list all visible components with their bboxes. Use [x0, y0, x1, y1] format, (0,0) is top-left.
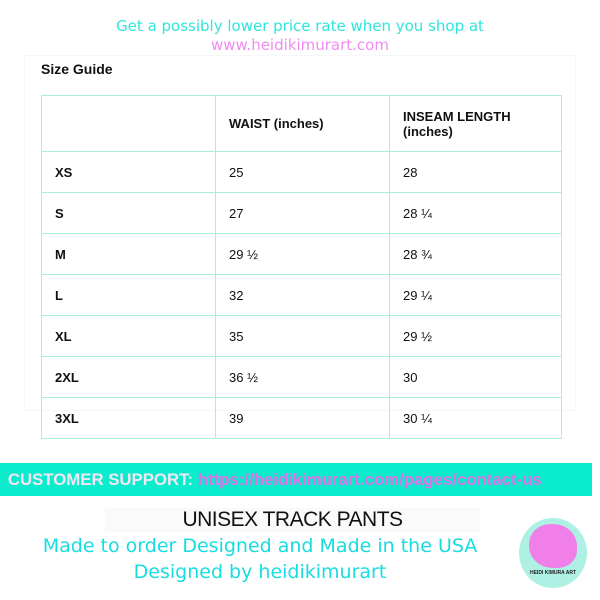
customer-support-banner: CUSTOMER SUPPORT: https://heidikimurart.…: [0, 463, 592, 496]
waist-cell: 25: [215, 151, 390, 193]
waist-cell: 32: [215, 274, 390, 316]
waist-cell: 29 ½: [215, 233, 390, 275]
promo-text: Get a possibly lower price rate when you…: [0, 17, 600, 55]
table-row: XL 35 29 ½: [41, 315, 562, 357]
waist-cell: 35: [215, 315, 390, 357]
size-cell: 3XL: [41, 397, 216, 439]
product-info: Made to order Designed and Made in the U…: [0, 533, 520, 585]
rose-icon: [529, 524, 577, 568]
inseam-cell: 30: [389, 356, 562, 398]
waist-cell: 39: [215, 397, 390, 439]
column-header: WAIST (inches): [215, 95, 390, 152]
table-row: 2XL 36 ½ 30: [41, 356, 562, 398]
designer-text: Designed by heidikimurart: [133, 561, 387, 583]
support-label: CUSTOMER SUPPORT:: [7, 470, 194, 489]
table-row: XS 25 28: [41, 151, 562, 193]
inseam-cell: 29 ½: [389, 315, 562, 357]
product-title: UNISEX TRACK PANTS: [105, 508, 480, 532]
size-cell: M: [41, 233, 216, 275]
size-cell: XL: [41, 315, 216, 357]
size-cell: S: [41, 192, 216, 234]
inseam-cell: 28 ¾: [389, 233, 562, 275]
column-header: [41, 95, 216, 152]
inseam-cell: 30 ¼: [389, 397, 562, 439]
inseam-cell: 28: [389, 151, 562, 193]
column-header: INSEAM LENGTH (inches): [389, 95, 562, 152]
waist-cell: 27: [215, 192, 390, 234]
logo-text: HEIDI KIMURA ART: [529, 570, 576, 576]
size-cell: XS: [41, 151, 216, 193]
size-cell: 2XL: [41, 356, 216, 398]
made-in-usa-text: Made to order Designed and Made in the U…: [42, 535, 478, 557]
table-row: L 32 29 ¼: [41, 274, 562, 316]
size-guide-table: WAIST (inches) INSEAM LENGTH (inches) XS 25…: [41, 95, 562, 439]
table-row: S 27 28 ¼: [41, 192, 562, 234]
promo-line: Get a possibly lower price rate when you…: [116, 17, 484, 35]
promo-website-link[interactable]: www.heidikimurart.com: [211, 36, 389, 54]
inseam-cell: 29 ¼: [389, 274, 562, 316]
table-header-row: WAIST (inches) INSEAM LENGTH (inches): [41, 95, 562, 152]
size-cell: L: [41, 274, 216, 316]
waist-cell: 36 ½: [215, 356, 390, 398]
size-guide-title: Size Guide: [41, 61, 113, 77]
support-link[interactable]: https://heidikimurart.com/pages/contact-…: [197, 470, 542, 489]
table-row: 3XL 39 30 ¼: [41, 397, 562, 439]
brand-logo: HEIDI KIMURA ART: [519, 518, 587, 588]
table-row: M 29 ½ 28 ¾: [41, 233, 562, 275]
inseam-cell: 28 ¼: [389, 192, 562, 234]
